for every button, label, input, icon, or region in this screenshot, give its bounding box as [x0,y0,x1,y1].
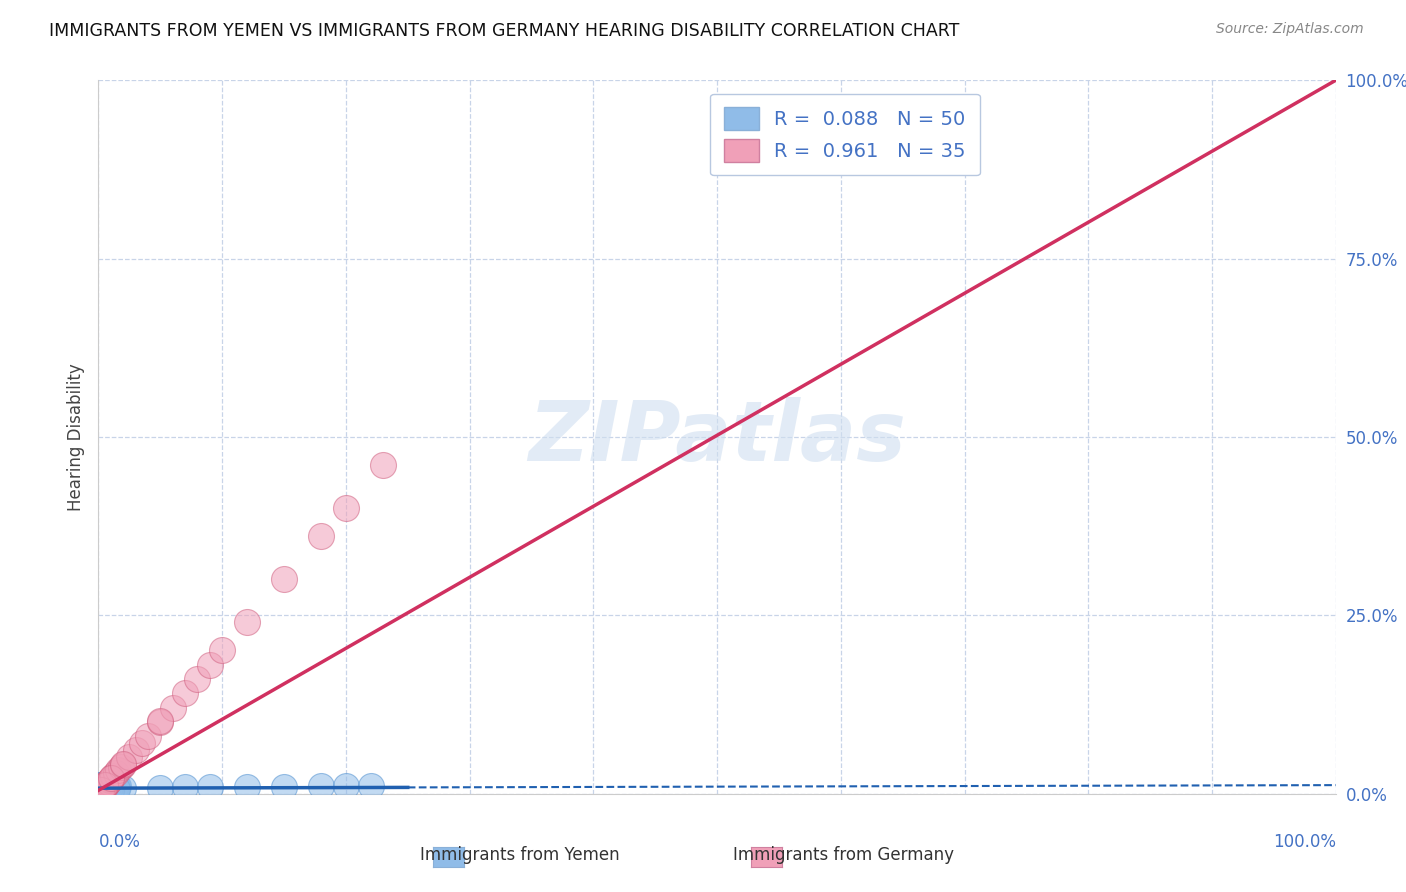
Point [90,781,112,796]
Point [105,779,128,793]
Point [174,686,197,700]
Y-axis label: Hearing Disability: Hearing Disability [66,363,84,511]
Point [131,736,153,750]
Point [98,773,121,788]
Point [335,779,357,793]
Point [309,529,332,543]
Point [94,781,117,796]
Text: 0.0%: 0.0% [98,833,141,851]
Point [174,780,197,795]
Point [136,729,159,743]
Point [94,781,117,796]
Point [89,782,111,797]
Point [87,784,110,798]
Point [93,778,115,792]
Point [97,774,120,789]
Point [198,657,221,672]
Point [97,780,120,795]
Point [118,750,141,764]
Point [90,781,112,796]
Text: Source: ZipAtlas.com: Source: ZipAtlas.com [1216,22,1364,37]
Point [112,781,135,796]
Point [93,783,115,797]
Point [91,778,114,792]
Text: Immigrants from Yemen: Immigrants from Yemen [420,846,620,863]
Point [93,781,115,796]
Point [91,782,114,797]
Point [273,572,295,586]
Point [91,784,114,798]
Point [124,743,146,757]
Point [90,785,112,799]
Point [149,714,172,729]
Point [96,780,118,795]
Point [211,643,233,657]
Point [91,781,114,796]
Point [90,783,112,797]
Point [100,772,122,786]
Point [100,782,122,797]
Point [112,756,135,771]
Point [103,780,125,794]
Text: Immigrants from Germany: Immigrants from Germany [733,846,955,863]
Point [93,784,115,798]
Point [149,781,172,796]
Point [87,783,110,797]
Point [90,782,112,797]
Point [100,780,122,794]
Point [105,781,128,796]
Point [112,757,135,772]
Point [90,782,112,797]
Point [93,778,115,792]
Point [101,780,124,794]
Point [236,780,259,794]
Point [236,615,259,629]
Text: 100.0%: 100.0% [1272,833,1336,851]
Point [97,780,120,795]
Legend: R =  0.088   N = 50, R =  0.961   N = 35: R = 0.088 N = 50, R = 0.961 N = 35 [710,94,980,176]
Point [93,781,115,796]
Point [93,781,115,796]
Point [198,780,221,794]
Point [89,785,111,799]
Point [149,714,172,728]
Point [89,782,111,797]
Point [162,700,184,714]
Point [90,778,112,792]
Point [89,778,111,792]
Point [96,776,118,790]
Point [91,781,114,796]
Point [103,769,125,783]
Point [94,778,117,792]
Point [273,780,295,794]
Point [104,766,127,780]
Point [107,764,129,778]
Point [186,672,208,686]
Point [89,785,111,799]
Point [98,780,121,795]
Point [93,781,115,796]
Point [335,500,357,515]
Point [98,780,121,795]
Point [110,760,132,774]
Text: IMMIGRANTS FROM YEMEN VS IMMIGRANTS FROM GERMANY HEARING DISABILITY CORRELATION : IMMIGRANTS FROM YEMEN VS IMMIGRANTS FROM… [49,22,959,40]
Point [93,780,115,795]
Point [360,779,382,793]
Point [87,783,110,797]
Point [104,779,127,793]
Point [89,783,111,797]
Point [309,779,332,793]
Text: ZIPatlas: ZIPatlas [529,397,905,477]
Point [100,771,122,785]
Point [371,458,394,472]
Point [107,779,129,793]
Point [103,780,125,794]
Point [96,781,118,796]
Point [93,779,115,793]
